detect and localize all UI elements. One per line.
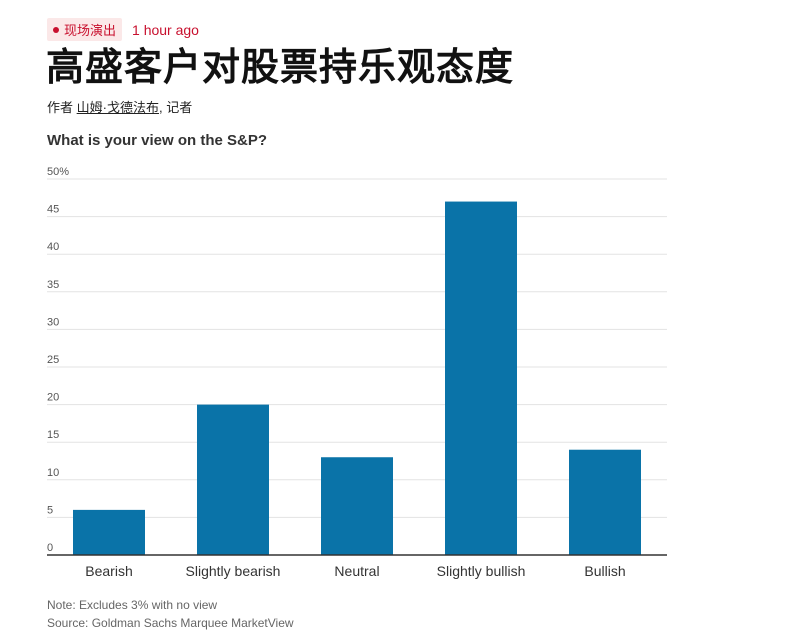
- byline-suffix: , 记者: [158, 100, 193, 115]
- live-badge-label: 现场演出: [64, 23, 117, 38]
- byline: 作者 山姆·戈德法布, 记者: [47, 97, 192, 116]
- timestamp: 1 hour ago: [132, 21, 199, 38]
- article-meta-row: 现场演出 1 hour ago: [47, 18, 199, 41]
- author-link[interactable]: 山姆·戈德法布: [76, 100, 159, 115]
- x-category-label: Bullish: [584, 563, 625, 579]
- x-category-label: Slightly bullish: [437, 563, 526, 579]
- y-tick-label: 45: [47, 204, 59, 216]
- y-tick-label: 10: [47, 467, 59, 479]
- chart-note: Note: Excludes 3% with no view: [47, 598, 218, 612]
- y-tick-label: 0: [47, 542, 53, 554]
- chart-source: Source: Goldman Sachs Marquee MarketView: [47, 616, 294, 630]
- chart-title: What is your view on the S&P?: [47, 132, 268, 149]
- bar-bearish: [73, 509, 145, 555]
- byline-prefix: 作者: [47, 100, 74, 115]
- bar-neutral: [321, 457, 393, 555]
- y-tick-label: 15: [47, 429, 59, 441]
- x-category-label: Slightly bearish: [186, 563, 281, 579]
- y-tick-label: 5: [47, 504, 53, 516]
- bar-bullish: [569, 449, 641, 555]
- x-category-label: Neutral: [334, 563, 379, 579]
- y-tick-label: 25: [47, 354, 59, 366]
- y-tick-label: 20: [47, 392, 59, 404]
- headline: 高盛客户对股票持乐观态度: [46, 44, 515, 89]
- live-badge[interactable]: 现场演出: [47, 18, 123, 41]
- x-category-label: Bearish: [85, 563, 132, 579]
- bar-slightly-bullish: [445, 201, 517, 555]
- y-tick-label: 30: [47, 316, 59, 328]
- y-tick-label: 40: [47, 241, 59, 253]
- y-tick-label: 35: [47, 279, 59, 291]
- bar-slightly-bearish: [197, 404, 269, 555]
- y-tick-label: 50%: [47, 166, 69, 178]
- live-dot-icon: [53, 26, 59, 33]
